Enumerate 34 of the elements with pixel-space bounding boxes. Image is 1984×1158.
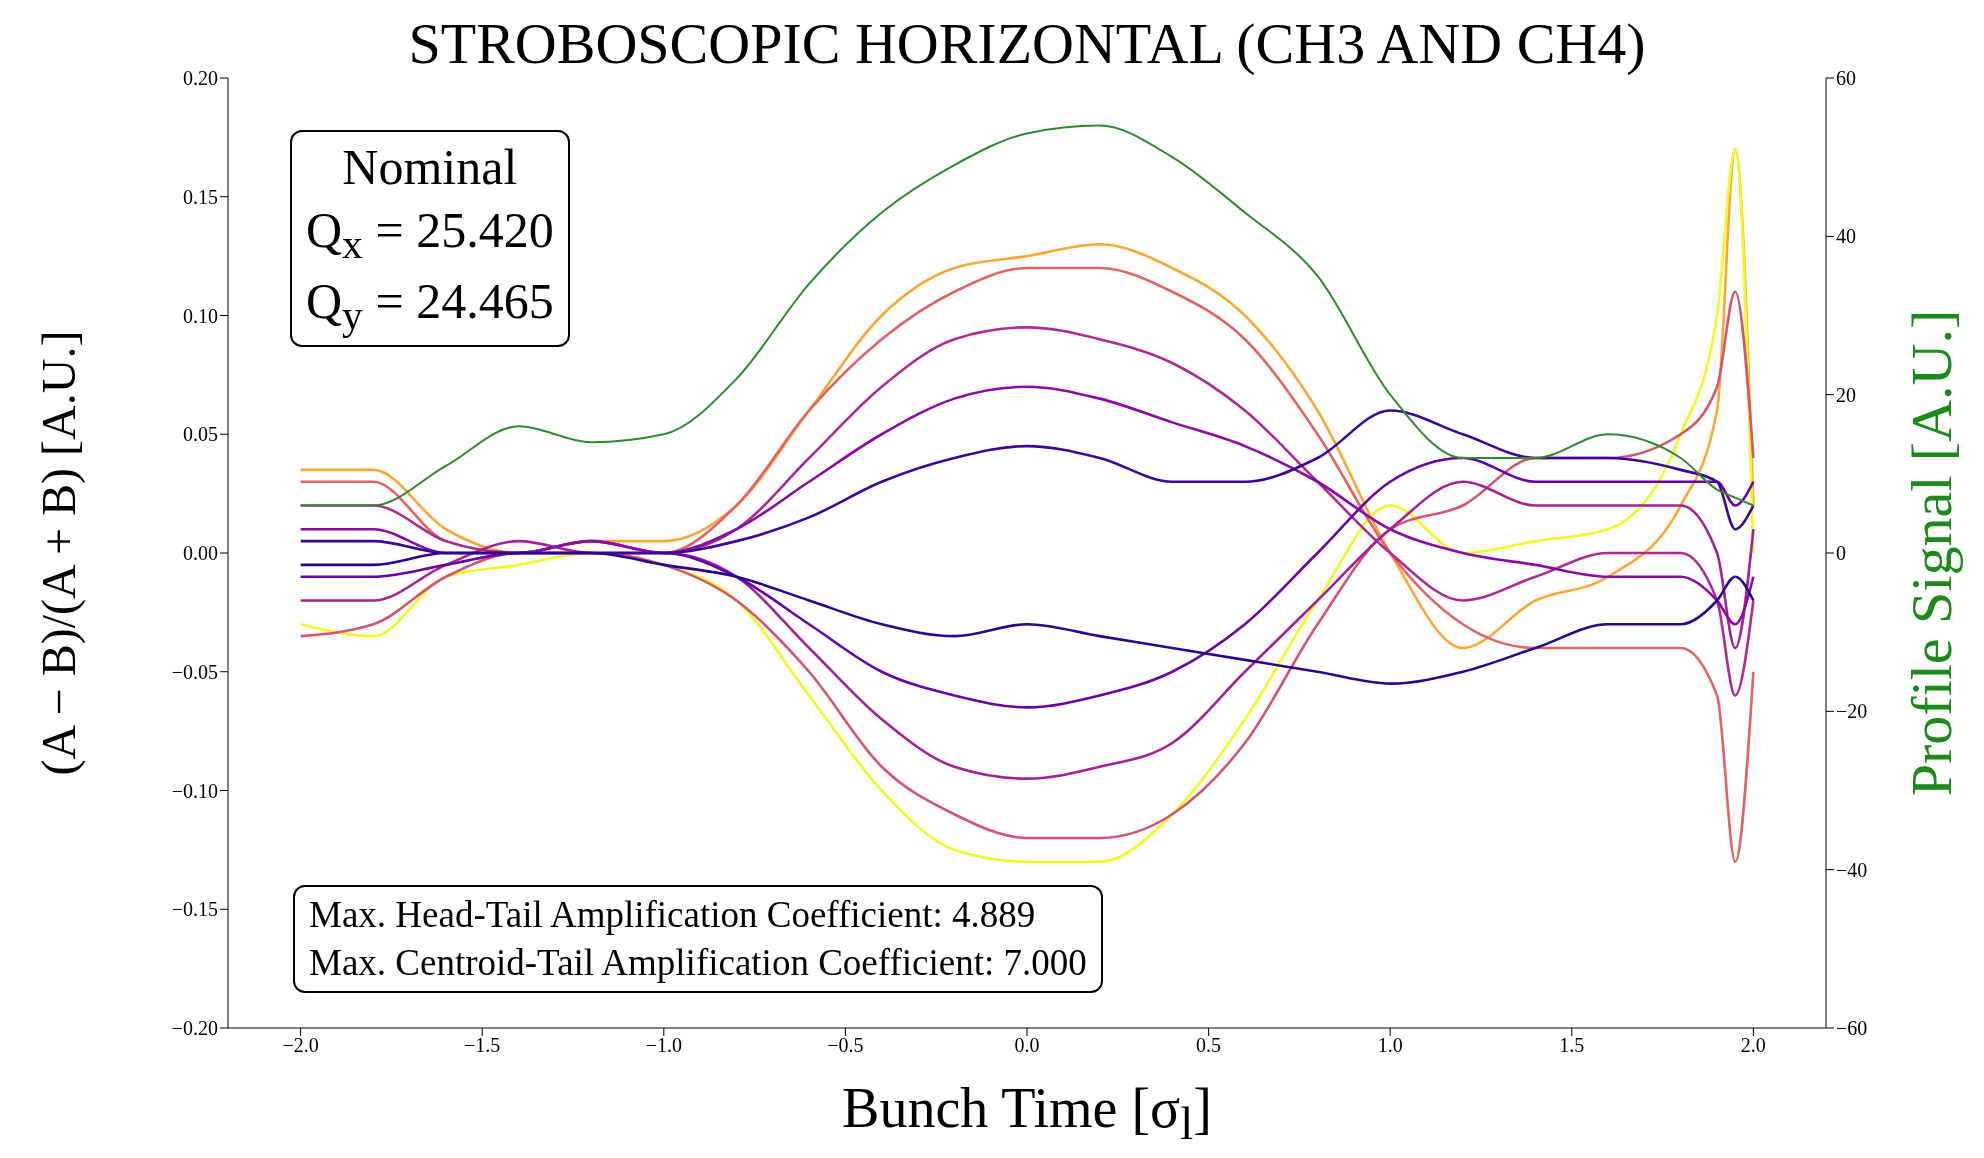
y-axis-title: (A − B)/(A + B) [A.U.]: [30, 330, 86, 776]
y2-tick-label: 60: [1836, 67, 1856, 90]
x-axis-title: Bunch Time [σ$_{l}$]: [841, 1076, 1213, 1151]
y2-tick-label: 40: [1836, 225, 1856, 248]
line-series: [299, 124, 1755, 507]
y-tick-label: 0.00: [183, 542, 218, 565]
x-tick-label: 1.5: [1559, 1034, 1585, 1057]
annotation: Max. Head-Tail Amplification Coefficient: 4.889 Max. Centroid-Tail Amplification Coefficient: 7.000: [293, 885, 1103, 994]
y2-tick-label: 0: [1836, 542, 1846, 565]
x-tick-label: −1.5: [464, 1034, 501, 1057]
x-tick-label: −1.0: [645, 1034, 682, 1057]
y-tick-label: 0.15: [183, 185, 218, 208]
y-tick-label: −0.15: [171, 898, 218, 921]
y2-tick-label: −20: [1836, 700, 1868, 723]
line-series: [299, 551, 1755, 685]
y-tick-label: −0.20: [171, 1017, 218, 1040]
x-tick-label: 1.0: [1377, 1034, 1403, 1057]
y-tick-label: 0.10: [183, 304, 218, 327]
y-tick-label: −0.10: [171, 779, 218, 802]
x-tick-label: 0.0: [1014, 1034, 1040, 1057]
y2-tick-label: 20: [1836, 383, 1856, 406]
x-tick-label: −2.0: [282, 1034, 319, 1057]
y-tick-label: 0.20: [183, 67, 218, 90]
x-tick-label: 0.5: [1196, 1034, 1222, 1057]
y2-axis-title: Profile Signal [A.U.]: [1897, 309, 1965, 797]
y2-tick-label: −40: [1836, 858, 1868, 881]
line-series: [299, 385, 1755, 626]
y2-tick-label: −60: [1836, 1017, 1868, 1040]
chart-title: STROBOSCOPIC HORIZONTAL (CH3 AND CH4): [407, 10, 1647, 77]
x-tick-label: −0.5: [827, 1034, 864, 1057]
y-tick-label: −0.05: [171, 660, 218, 683]
annotation: Nominal Q$_{x}$ = 25.420 Q$_{y}$ = 24.465: [290, 130, 570, 347]
x-tick-label: 2.0: [1740, 1034, 1766, 1057]
y-tick-label: 0.05: [183, 423, 218, 446]
